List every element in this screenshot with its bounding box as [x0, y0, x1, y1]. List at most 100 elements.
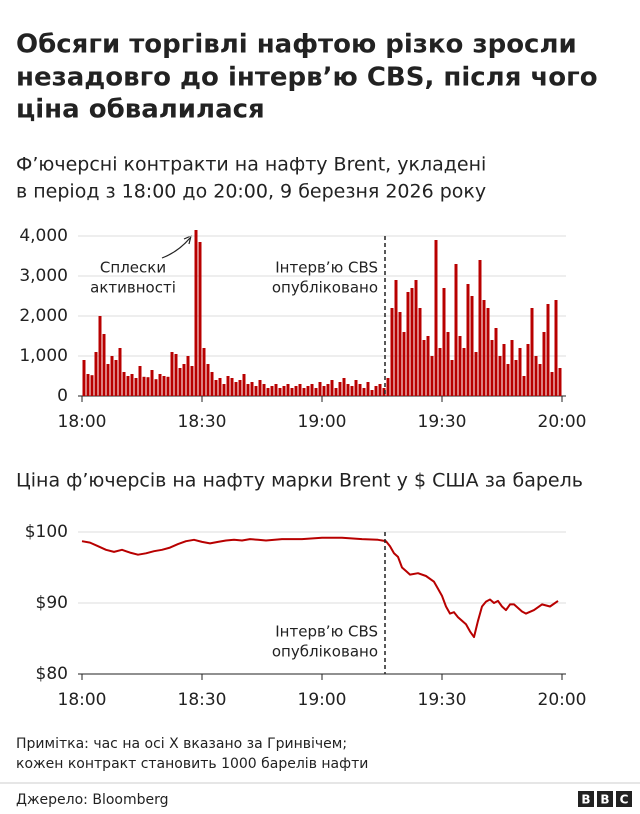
title: незадовго до інтерв’ю CBS, після чого — [16, 63, 598, 93]
subtitle: в період з 18:00 до 20:00, 9 березня 202… — [16, 181, 486, 203]
x-tick-label: 19:00 — [298, 690, 347, 710]
x-tick-label: 19:30 — [418, 690, 467, 710]
bar — [498, 356, 502, 396]
bar — [514, 360, 518, 396]
bar — [378, 384, 382, 396]
bar — [250, 382, 254, 396]
bar — [374, 386, 378, 396]
bar — [402, 332, 406, 396]
bar — [454, 264, 458, 396]
bar — [334, 388, 338, 396]
bar — [310, 384, 314, 396]
bar — [294, 386, 298, 396]
x-tick-label: 18:00 — [58, 412, 107, 432]
bar — [258, 380, 262, 396]
bar — [198, 242, 202, 396]
bar — [226, 376, 230, 396]
x-tick-label: 20:00 — [538, 690, 587, 710]
y-tick-label: 1,000 — [19, 346, 68, 366]
bar — [138, 366, 142, 396]
bar — [482, 300, 486, 396]
y-tick-label: 3,000 — [19, 266, 68, 286]
bar — [214, 380, 218, 396]
bar — [186, 356, 190, 396]
bar — [82, 360, 86, 396]
bar — [462, 348, 466, 396]
logo-box — [578, 791, 594, 807]
bar — [350, 386, 354, 396]
bar — [106, 364, 110, 396]
subtitle: Ф’ючерсні контракти на нафту Brent, укла… — [16, 154, 486, 176]
bar — [502, 344, 506, 396]
bar — [362, 388, 366, 396]
bar — [386, 378, 390, 396]
bar — [418, 308, 422, 396]
bar — [390, 308, 394, 396]
bar — [546, 304, 550, 396]
logo-letter: B — [600, 793, 609, 807]
bar — [398, 312, 402, 396]
x-tick-label: 18:30 — [178, 690, 227, 710]
logo-letter: C — [620, 793, 629, 807]
bar — [358, 384, 362, 396]
bar — [446, 332, 450, 396]
bar — [422, 340, 426, 396]
bar — [382, 388, 386, 396]
bar — [458, 336, 462, 396]
bar — [430, 356, 434, 396]
annotation: опубліковано — [272, 643, 378, 661]
logo-letter: B — [581, 793, 590, 807]
bar — [162, 376, 166, 396]
bar — [470, 296, 474, 396]
price-line — [81, 536, 559, 639]
bar — [158, 374, 162, 396]
bar — [190, 366, 194, 396]
bar — [542, 332, 546, 396]
bar — [478, 260, 482, 396]
x-tick-label: 19:30 — [418, 412, 467, 432]
bar — [130, 374, 134, 396]
logo-box — [597, 791, 613, 807]
bar — [266, 388, 270, 396]
annotation: опубліковано — [272, 279, 378, 297]
bar — [474, 352, 478, 396]
bar — [338, 382, 342, 396]
bar — [486, 308, 490, 396]
x-tick-label: 18:30 — [178, 412, 227, 432]
bar — [218, 378, 222, 396]
bar — [558, 368, 562, 396]
annotation-arrow — [161, 237, 191, 259]
bar — [450, 360, 454, 396]
y-tick-label: 0 — [57, 386, 68, 406]
subtitle: Ціна ф’ючерсів на нафту марки Brent у $ … — [16, 470, 583, 492]
bar — [518, 348, 522, 396]
bar — [154, 379, 158, 396]
bar — [506, 364, 510, 396]
bar — [278, 388, 282, 396]
bar — [410, 288, 414, 396]
title: Обсяги торгівлі нафтою різко зросли — [16, 30, 577, 60]
bar — [290, 388, 294, 396]
bar — [90, 375, 94, 396]
x-tick-label: 18:00 — [58, 690, 107, 710]
logo-box — [616, 791, 632, 807]
x-tick-label: 20:00 — [538, 412, 587, 432]
bar — [354, 380, 358, 396]
bar — [466, 284, 470, 396]
bar — [222, 384, 226, 396]
bar — [346, 384, 350, 396]
bar — [234, 382, 238, 396]
bar — [318, 382, 322, 396]
bar — [406, 292, 410, 396]
bar — [370, 390, 374, 396]
bar — [210, 372, 214, 396]
bar — [126, 376, 130, 396]
bar — [434, 240, 438, 396]
bar — [306, 386, 310, 396]
bar — [270, 386, 274, 396]
bar — [110, 356, 114, 396]
bar — [510, 340, 514, 396]
note: кожен контракт становить 1000 барелів на… — [16, 756, 368, 772]
bar — [146, 377, 150, 396]
